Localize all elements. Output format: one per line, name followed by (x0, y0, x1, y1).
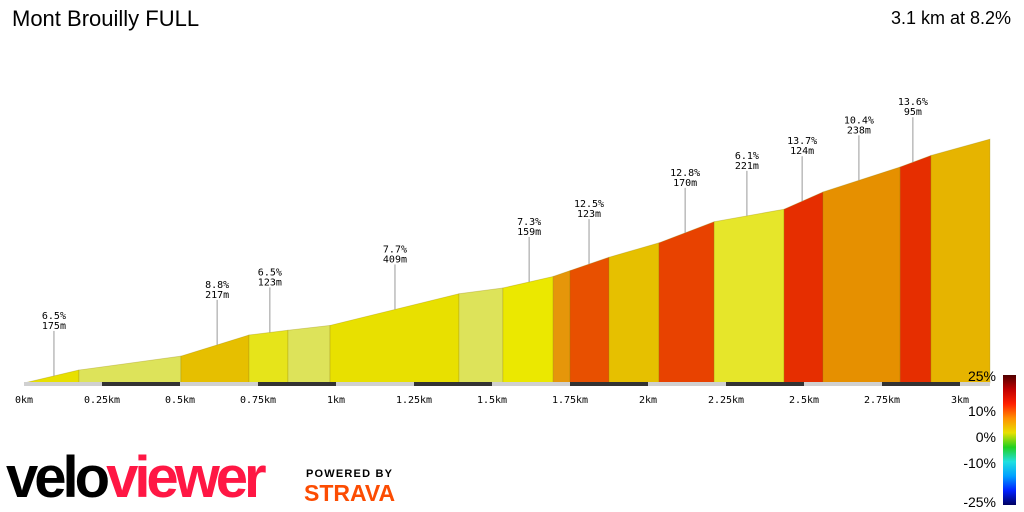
annotation-grade: 7.7% (383, 244, 407, 255)
annotation-length: 159m (517, 227, 541, 238)
strava-logo: STRAVA (304, 480, 396, 506)
x-tick-label: 2.5km (789, 395, 819, 406)
legend-label: 25% (968, 368, 996, 384)
annotation-grade: 6.5% (258, 267, 282, 278)
logo-viewer: viewer (106, 445, 267, 510)
profile-segment-13 (783, 191, 824, 384)
annotation-length: 175m (42, 321, 66, 332)
profile-segment-8 (552, 270, 571, 384)
grade-legend-bar (1003, 375, 1016, 505)
profile-segment-1 (78, 355, 182, 384)
x-tick-label: 0.5km (165, 395, 195, 406)
x-tick-label: 0.75km (240, 395, 276, 406)
distance-bar-band (102, 382, 180, 386)
annotation-length: 123m (577, 209, 601, 220)
x-tick-label: 2.75km (864, 395, 900, 406)
distance-bar-band (726, 382, 804, 386)
profile-segment-12 (713, 208, 785, 384)
x-tick-label: 0km (15, 395, 33, 406)
annotation-length: 123m (258, 277, 282, 288)
annotation-length: 221m (735, 161, 759, 172)
annotation-grade: 7.3% (517, 217, 541, 228)
x-tick-label: 1km (327, 395, 345, 406)
x-tick-label: 0.25km (84, 395, 120, 406)
x-tick-label: 1.5km (477, 395, 507, 406)
legend-label: -10% (963, 455, 996, 471)
profile-segment-14 (822, 166, 901, 384)
profile-segment-4 (287, 324, 331, 384)
x-tick-label: 2.25km (708, 395, 744, 406)
x-tick-label: 1.25km (396, 395, 432, 406)
annotation-grade: 12.5% (574, 199, 604, 210)
legend-label: 10% (968, 403, 996, 419)
distance-bar-band (258, 382, 336, 386)
distance-bar-band (570, 382, 648, 386)
x-tick-label: 3km (951, 395, 969, 406)
annotation-grade: 6.5% (42, 311, 66, 322)
legend-label: 0% (976, 429, 996, 445)
profile-segment-9 (569, 256, 610, 384)
annotation-length: 238m (847, 125, 871, 136)
page-title: Mont Brouilly FULL (12, 6, 200, 31)
x-tick-label: 2km (639, 395, 657, 406)
x-tick-label: 1.75km (552, 395, 588, 406)
profile-segment-16 (930, 138, 991, 384)
annotation-grade: 8.8% (205, 280, 229, 291)
veloviewer-logo: veloviewer (6, 445, 267, 510)
distance-bar (24, 382, 990, 386)
distance-bar-band (414, 382, 492, 386)
profile-segment-0 (23, 369, 80, 384)
annotation-length: 217m (205, 290, 229, 301)
profile-segment-7 (502, 275, 554, 384)
profile-segment-11 (658, 221, 715, 384)
climb-summary: 3.1 km at 8.2% (890, 8, 1011, 28)
annotation-grade: 13.7% (787, 136, 817, 147)
profile-segment-6 (458, 287, 504, 384)
annotation-grade: 12.8% (670, 168, 700, 179)
profile-segment-3 (248, 329, 289, 384)
distance-bar-band (882, 382, 960, 386)
profile-segment-15 (899, 154, 932, 384)
powered-by-label: POWERED BY (306, 468, 394, 480)
profile-segment-10 (608, 242, 660, 384)
annotation-grade: 10.4% (844, 115, 874, 126)
annotation-length: 170m (673, 178, 697, 189)
logo-velo: velo (6, 445, 110, 510)
annotation-length: 95m (904, 107, 922, 118)
annotation-grade: 6.1% (735, 151, 759, 162)
annotation-grade: 13.6% (898, 97, 928, 108)
profile-segment-2 (180, 334, 250, 384)
legend-label: -25% (963, 494, 996, 510)
annotation-length: 124m (790, 146, 814, 157)
annotation-length: 409m (383, 254, 407, 265)
